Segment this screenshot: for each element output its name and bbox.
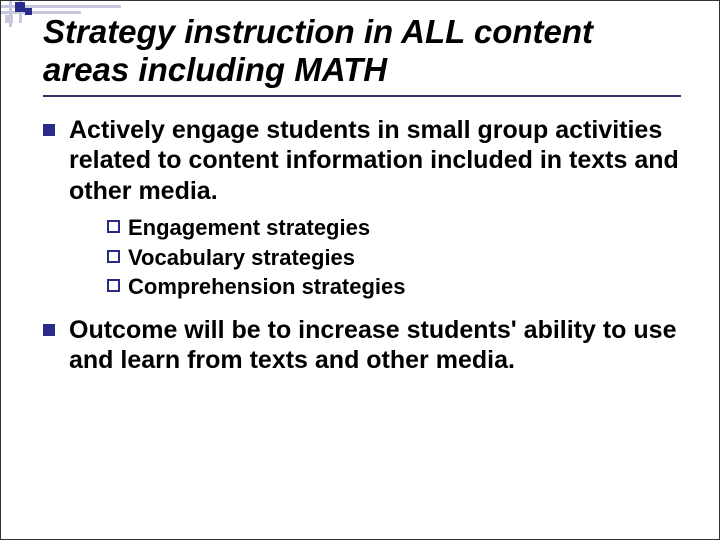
- hollow-square-icon: [107, 250, 120, 263]
- corner-decoration: [1, 1, 141, 31]
- bullet-text: Actively engage students in small group …: [69, 115, 681, 207]
- hollow-square-icon: [107, 279, 120, 292]
- sub-bullet-text: Engagement strategies: [128, 214, 370, 242]
- slide-body: Strategy instruction in ALL content area…: [1, 1, 719, 404]
- bullet-item: Outcome will be to increase students' ab…: [43, 315, 681, 376]
- sub-bullet-text: Vocabulary strategies: [128, 244, 355, 272]
- bullet-text: Outcome will be to increase students' ab…: [69, 315, 681, 376]
- title-underline: [43, 95, 681, 97]
- square-bullet-icon: [43, 324, 55, 336]
- sub-bullet-item: Engagement strategies: [107, 214, 681, 242]
- hollow-square-icon: [107, 220, 120, 233]
- sub-bullet-text: Comprehension strategies: [128, 273, 406, 301]
- sub-bullet-item: Comprehension strategies: [107, 273, 681, 301]
- sub-bullet-item: Vocabulary strategies: [107, 244, 681, 272]
- sub-bullet-list: Engagement strategies Vocabulary strateg…: [107, 214, 681, 301]
- bullet-item: Actively engage students in small group …: [43, 115, 681, 207]
- square-bullet-icon: [43, 124, 55, 136]
